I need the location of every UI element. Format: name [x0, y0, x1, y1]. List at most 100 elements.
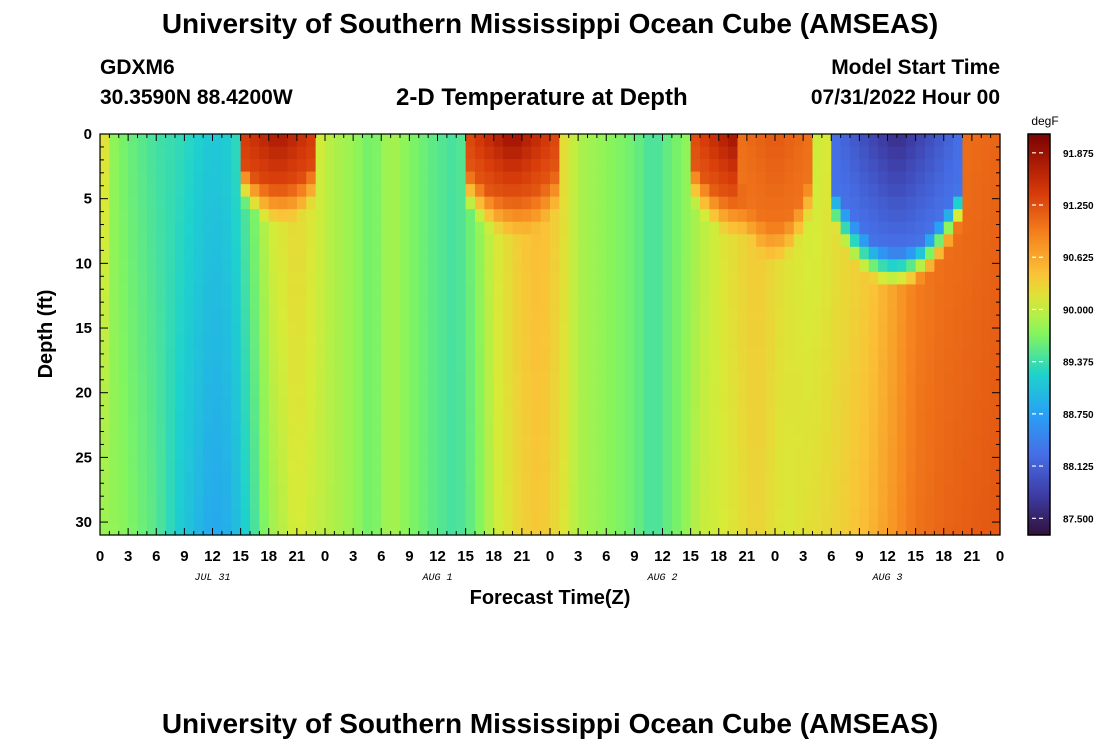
heat-cell — [859, 196, 870, 210]
heat-cell — [540, 296, 551, 311]
heat-cell — [475, 159, 485, 173]
heat-cell — [906, 434, 917, 448]
heat-cell — [465, 134, 476, 148]
heat-cell — [868, 384, 879, 398]
heat-cell — [962, 522, 973, 536]
heat-cell — [184, 472, 195, 486]
heat-cell — [531, 459, 542, 473]
heat-cell — [221, 522, 232, 536]
heat-cell — [615, 509, 626, 524]
heat-cell — [343, 271, 354, 285]
heat-cell — [906, 234, 917, 248]
heat-cell — [390, 134, 401, 148]
heat-cell — [306, 321, 317, 336]
heat-cell — [531, 409, 542, 423]
heat-cell — [381, 472, 392, 486]
heat-cell — [915, 522, 926, 536]
heat-cell — [475, 271, 485, 285]
heat-cell — [193, 384, 204, 398]
heat-cell — [343, 497, 354, 511]
heat-cell — [559, 296, 570, 311]
heat-cell — [596, 171, 607, 185]
heat-cell — [831, 146, 842, 160]
heat-cell — [240, 334, 251, 348]
heat-cell — [962, 234, 973, 248]
heat-cell — [128, 184, 139, 198]
heat-cell — [943, 372, 954, 386]
heat-cell — [615, 434, 626, 448]
heat-cell — [128, 459, 139, 473]
heat-cell — [231, 397, 242, 411]
heat-cell — [240, 271, 251, 285]
heat-cell — [662, 484, 673, 499]
heat-cell — [559, 234, 570, 248]
heat-cell — [746, 184, 757, 198]
heat-cell — [184, 184, 195, 198]
heat-cell — [475, 196, 485, 210]
heat-cell — [587, 184, 598, 198]
heat-cell — [193, 459, 204, 473]
page-title: University of Southern Mississippi Ocean… — [161, 8, 939, 39]
heat-cell — [559, 209, 570, 223]
heat-cell — [456, 284, 467, 298]
heat-cell — [334, 284, 345, 298]
heat-cell — [690, 422, 701, 436]
heat-cell — [231, 434, 242, 448]
heat-cell — [371, 309, 382, 323]
heat-cell — [109, 284, 120, 298]
heat-cell — [278, 497, 289, 511]
heat-cell — [775, 372, 785, 386]
heat-cell — [709, 522, 720, 536]
heat-cell — [671, 372, 682, 386]
heat-cell — [175, 359, 185, 373]
heat-cell — [850, 134, 860, 148]
heat-cell — [896, 234, 907, 248]
heat-cell — [756, 397, 767, 411]
heat-cell — [587, 397, 598, 411]
heat-cell — [634, 334, 645, 348]
heat-cell — [193, 472, 204, 486]
heat-cell — [371, 484, 382, 499]
heat-cell — [615, 334, 626, 348]
heat-cell — [362, 497, 373, 511]
heat-cell — [203, 472, 214, 486]
heat-cell — [634, 372, 645, 386]
heat-cell — [325, 509, 335, 524]
heat-cell — [868, 334, 879, 348]
heat-cell — [475, 134, 485, 148]
x-tick-label: 12 — [654, 548, 671, 565]
heat-cell — [906, 359, 917, 373]
heat-cell — [803, 522, 814, 536]
heat-cell — [503, 284, 514, 298]
heat-cell — [156, 434, 167, 448]
heat-cell — [446, 422, 457, 436]
heat-cell — [156, 309, 167, 323]
heat-cell — [156, 259, 167, 273]
heat-cell — [671, 184, 682, 198]
heat-cell — [700, 334, 710, 348]
heat-cell — [840, 271, 851, 285]
y-tick-label: 15 — [75, 320, 92, 337]
heat-cell — [737, 296, 748, 311]
heat-cell — [681, 159, 692, 173]
heat-cell — [662, 184, 673, 198]
heat-cell — [381, 184, 392, 198]
heat-cell — [484, 497, 495, 511]
heat-cell — [559, 472, 570, 486]
heat-cell — [175, 422, 185, 436]
heat-cell — [221, 196, 232, 210]
heat-cell — [146, 422, 157, 436]
heat-cell — [193, 359, 204, 373]
heat-cell — [718, 309, 729, 323]
heat-cell — [287, 284, 298, 298]
heat-cell — [746, 309, 757, 323]
heat-cell — [606, 472, 617, 486]
heat-cell — [756, 284, 767, 298]
heat-cell — [512, 309, 523, 323]
heat-cell — [362, 422, 373, 436]
heat-cell — [521, 296, 532, 311]
heat-cell — [859, 259, 870, 273]
heat-cell — [850, 459, 860, 473]
heat-cell — [765, 296, 776, 311]
heat-cell — [315, 171, 326, 185]
